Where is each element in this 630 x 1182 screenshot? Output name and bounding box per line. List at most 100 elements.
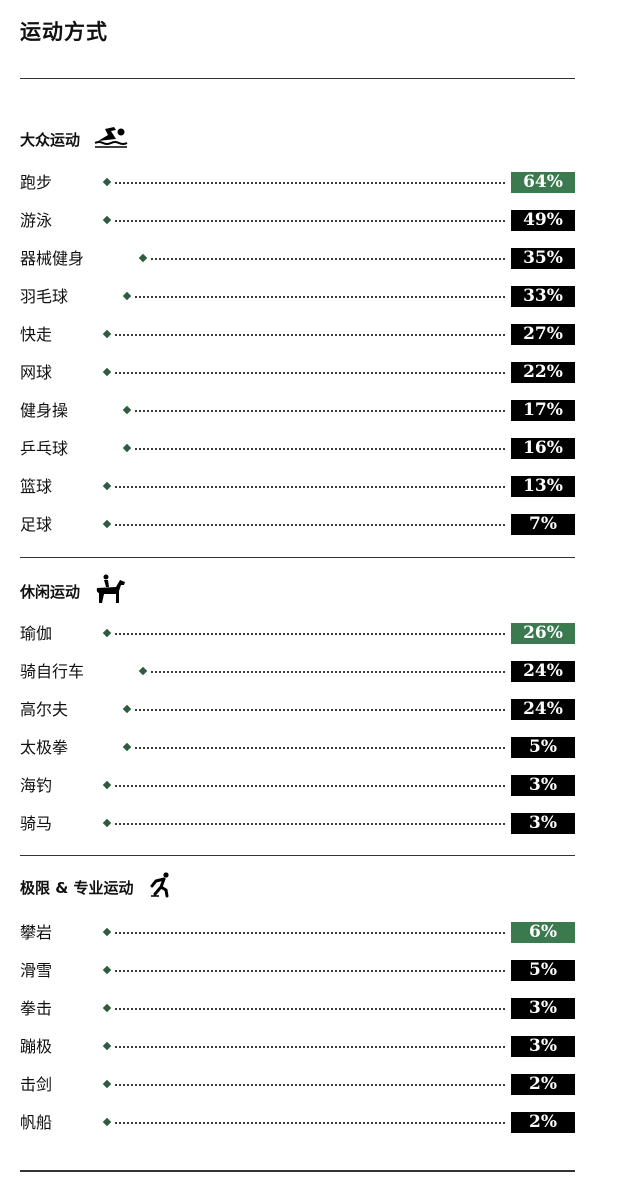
diamond-marker (102, 519, 112, 529)
value-badge: 64% (511, 172, 575, 193)
row-label: 蹦极 (20, 1037, 53, 1056)
table-row: 羽毛球 33% (0, 285, 630, 309)
value-badge: 22% (511, 362, 575, 383)
dotted-leader (115, 182, 505, 184)
top-divider (20, 78, 575, 79)
dotted-leader (115, 823, 505, 825)
dotted-leader (135, 747, 505, 749)
diamond-marker (102, 1003, 112, 1013)
table-row: 足球 7% (0, 513, 630, 537)
row-label: 快走 (20, 325, 53, 344)
table-row: 乒乓球 16% (0, 437, 630, 461)
value-badge: 13% (511, 476, 575, 497)
row-label: 网球 (20, 363, 53, 382)
dotted-leader (115, 970, 505, 972)
diamond-marker (102, 927, 112, 937)
row-label: 击剑 (20, 1075, 53, 1094)
diamond-marker (102, 329, 112, 339)
dotted-leader (115, 1046, 505, 1048)
section-divider (20, 557, 575, 558)
section-header: 休闲运动 (20, 574, 128, 608)
diamond-marker (102, 780, 112, 790)
diamond-marker (122, 291, 132, 301)
dotted-leader (115, 372, 505, 374)
table-row: 蹦极 3% (0, 1035, 630, 1059)
dotted-leader (115, 1008, 505, 1010)
dotted-leader (151, 258, 505, 260)
value-badge: 24% (511, 661, 575, 682)
diamond-marker (102, 818, 112, 828)
table-row: 跑步 64% (0, 171, 630, 195)
row-label: 骑自行车 (20, 662, 85, 681)
diamond-marker (138, 253, 148, 263)
section-title: 休闲运动 (20, 582, 81, 601)
row-label: 乒乓球 (20, 439, 69, 458)
dotted-leader (115, 220, 505, 222)
table-row: 瑜伽 26% (0, 622, 630, 646)
value-badge: 26% (511, 623, 575, 644)
diamond-marker (102, 481, 112, 491)
diamond-marker (122, 405, 132, 415)
section-title: 极限 & 专业运动 (20, 878, 134, 897)
value-badge: 3% (511, 813, 575, 834)
row-label: 羽毛球 (20, 287, 69, 306)
skater-icon (148, 872, 174, 902)
row-label: 足球 (20, 515, 53, 534)
value-badge: 24% (511, 699, 575, 720)
value-badge: 27% (511, 324, 575, 345)
dotted-leader (135, 296, 505, 298)
horse-rider-icon (94, 574, 128, 608)
table-row: 骑马 3% (0, 812, 630, 836)
row-label: 拳击 (20, 999, 53, 1018)
page-title: 运动方式 (20, 20, 108, 44)
row-label: 高尔夫 (20, 700, 69, 719)
dotted-leader (115, 633, 505, 635)
value-badge: 16% (511, 438, 575, 459)
dotted-leader (135, 709, 505, 711)
row-label: 骑马 (20, 814, 53, 833)
value-badge: 2% (511, 1112, 575, 1133)
row-label: 器械健身 (20, 249, 85, 268)
diamond-marker (102, 1041, 112, 1051)
diamond-marker (122, 742, 132, 752)
diamond-marker (102, 367, 112, 377)
row-label: 太极拳 (20, 738, 69, 757)
table-row: 攀岩 6% (0, 921, 630, 945)
table-row: 海钓 3% (0, 774, 630, 798)
row-label: 瑜伽 (20, 624, 53, 643)
table-row: 器械健身 35% (0, 247, 630, 271)
row-label: 健身操 (20, 401, 69, 420)
table-row: 击剑 2% (0, 1073, 630, 1097)
table-row: 高尔夫 24% (0, 698, 630, 722)
value-badge: 2% (511, 1074, 575, 1095)
dotted-leader (115, 1084, 505, 1086)
row-label: 滑雪 (20, 961, 53, 980)
table-row: 篮球 13% (0, 475, 630, 499)
value-badge: 6% (511, 922, 575, 943)
diamond-marker (102, 215, 112, 225)
value-badge: 5% (511, 737, 575, 758)
table-row: 拳击 3% (0, 997, 630, 1021)
value-badge: 3% (511, 998, 575, 1019)
section-title: 大众运动 (20, 130, 81, 149)
dotted-leader (115, 932, 505, 934)
dotted-leader (115, 334, 505, 336)
dotted-leader (135, 448, 505, 450)
table-row: 健身操 17% (0, 399, 630, 423)
value-badge: 3% (511, 775, 575, 796)
value-badge: 5% (511, 960, 575, 981)
table-row: 快走 27% (0, 323, 630, 347)
dotted-leader (115, 785, 505, 787)
diamond-marker (138, 666, 148, 676)
dotted-leader (151, 671, 505, 673)
value-badge: 3% (511, 1036, 575, 1057)
row-label: 游泳 (20, 211, 53, 230)
section-header: 极限 & 专业运动 (20, 872, 174, 902)
diamond-marker (102, 965, 112, 975)
swimmer-icon (94, 126, 128, 152)
diamond-marker (122, 443, 132, 453)
section-header: 大众运动 (20, 124, 128, 154)
dotted-leader (135, 410, 505, 412)
section-divider (20, 1170, 575, 1172)
table-row: 骑自行车 24% (0, 660, 630, 684)
